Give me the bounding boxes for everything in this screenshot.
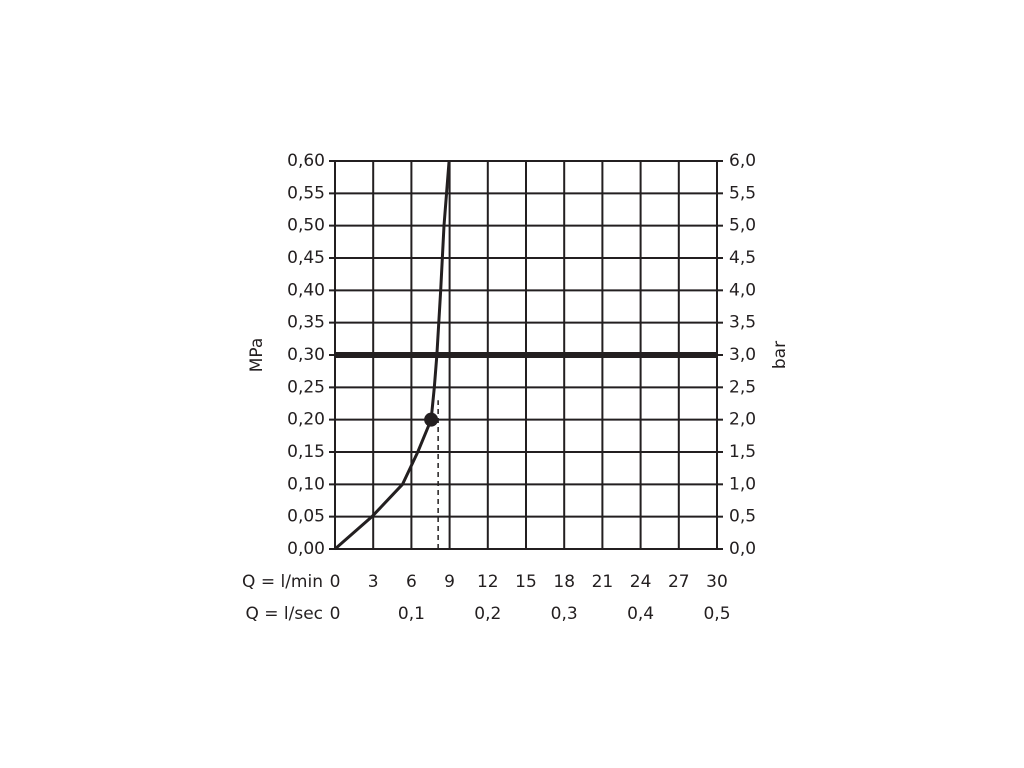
operating-point [424,412,439,427]
x-tick-label: 0 [330,572,341,592]
x2-tick-label: 0,4 [627,604,654,624]
y-tick-label: 0,60 [287,151,325,171]
y-tick-label: 0,10 [287,474,325,494]
y-tick-label: 0,55 [287,183,325,203]
x-tick-label: 30 [706,572,728,592]
y-tick-label: 0,15 [287,442,325,462]
x-axis-label: Q = l/min [242,572,323,592]
y2-tick-label: 3,5 [729,313,756,333]
y-tick-label: 0,30 [287,345,325,365]
y2-tick-label: 4,5 [729,248,756,268]
y2-tick-label: 1,5 [729,442,756,462]
x2-tick-label: 0,2 [474,604,501,624]
x2-tick-label: 0,3 [551,604,578,624]
y2-tick-label: 1,0 [729,474,756,494]
y2-tick-label: 5,5 [729,183,756,203]
y-tick-label: 0,50 [287,216,325,236]
y2-axis-label: bar [770,341,790,369]
x-tick-label: 27 [668,572,690,592]
y-tick-label: 0,25 [287,377,325,397]
x-tick-label: 6 [406,572,417,592]
x-tick-label: 15 [515,572,537,592]
x-tick-label: 12 [477,572,499,592]
y-tick-label: 0,00 [287,539,325,559]
curve [334,160,451,551]
x-tick-label: 21 [592,572,614,592]
y-tick-label: 0,20 [287,410,325,430]
x-tick-label: 18 [553,572,575,592]
x2-tick-label: 0,5 [703,604,730,624]
y2-tick-label: 3,0 [729,345,756,365]
x2-axis-label: Q = l/sec [245,604,323,624]
y2-tick-label: 2,0 [729,410,756,430]
x-tick-label: 9 [444,572,455,592]
y-axis-label: MPa [247,338,267,373]
y-tick-label: 0,35 [287,313,325,333]
y-tick-label: 0,05 [287,507,325,527]
y2-tick-label: 4,0 [729,280,756,300]
y-tick-label: 0,40 [287,280,325,300]
x-tick-label: 24 [630,572,652,592]
y-tick-label: 0,45 [287,248,325,268]
y2-tick-label: 5,0 [729,216,756,236]
y2-tick-label: 0,0 [729,539,756,559]
x2-tick-label: 0,1 [398,604,425,624]
x2-tick-label: 0 [330,604,341,624]
y2-tick-label: 2,5 [729,377,756,397]
y2-tick-label: 0,5 [729,507,756,527]
y2-tick-label: 6,0 [729,151,756,171]
x-tick-label: 3 [368,572,379,592]
